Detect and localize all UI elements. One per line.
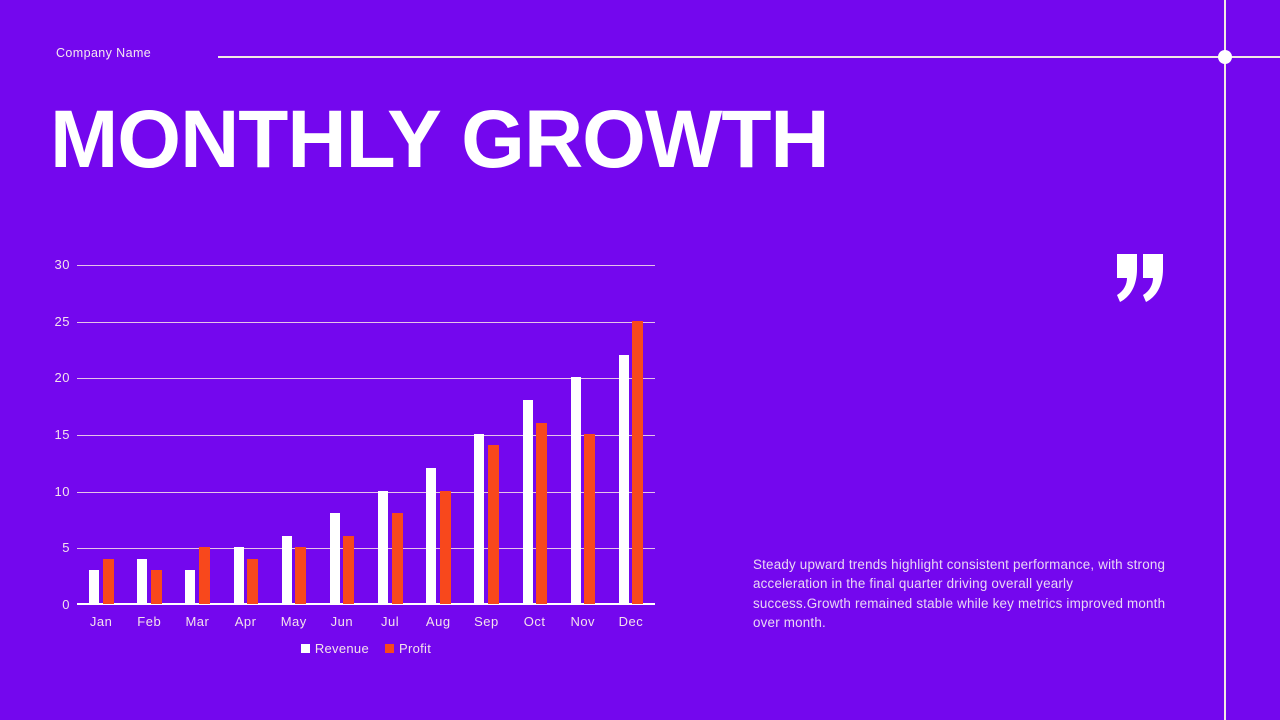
xtick-dec: Dec <box>618 614 644 629</box>
ytick-15: 15 <box>54 427 70 442</box>
xtick-mar: Mar <box>185 614 210 629</box>
gridline-25 <box>77 321 655 323</box>
chart-baseline <box>77 603 655 605</box>
gridline-20 <box>77 378 655 380</box>
page-title: MONTHLY GROWTH <box>50 94 830 185</box>
bar-revenue-aug <box>426 468 437 604</box>
bar-profit-feb <box>150 570 162 604</box>
legend-item-revenue: Revenue <box>300 641 369 656</box>
legend-item-profit: Profit <box>384 641 432 656</box>
bar-profit-jun <box>343 536 355 604</box>
bar-revenue-apr <box>233 547 244 604</box>
xtick-jun: Jun <box>330 614 354 629</box>
bar-revenue-mar <box>185 570 196 604</box>
bar-revenue-nov <box>570 377 581 604</box>
xtick-sep: Sep <box>474 614 499 629</box>
bar-revenue-jun <box>329 513 340 604</box>
horizontal-accent-line <box>218 56 1280 58</box>
xtick-feb: Feb <box>137 614 162 629</box>
gridline-15 <box>77 435 655 436</box>
bar-profit-may <box>295 547 307 604</box>
bar-revenue-oct <box>522 400 533 604</box>
bar-profit-aug <box>439 490 451 604</box>
ytick-5: 5 <box>62 540 70 556</box>
gridline-5 <box>77 548 655 550</box>
xtick-oct: Oct <box>523 614 546 629</box>
bar-revenue-jan <box>89 570 100 604</box>
bar-revenue-jul <box>378 490 389 604</box>
legend-swatch-profit <box>384 644 394 653</box>
bar-profit-sep <box>487 445 499 604</box>
ytick-20: 20 <box>54 370 70 386</box>
legend-label-profit: Profit <box>398 641 432 656</box>
legend-swatch-revenue <box>300 644 310 653</box>
xtick-aug: Aug <box>425 614 451 629</box>
ytick-30: 30 <box>54 257 70 272</box>
chart-y-axis: 30 25 20 15 10 5 0 <box>28 257 70 612</box>
bar-revenue-feb <box>137 558 148 604</box>
summary-paragraph: Steady upward trends highlight consisten… <box>753 557 1166 630</box>
xtick-apr: Apr <box>234 614 257 629</box>
xtick-jan: Jan <box>89 614 113 629</box>
xtick-nov: Nov <box>570 614 596 629</box>
company-name: Company Name <box>56 46 152 60</box>
vertical-accent-line <box>1224 0 1226 720</box>
bar-profit-nov <box>584 434 596 604</box>
line-intersection-dot <box>1218 50 1232 64</box>
bar-revenue-may <box>281 536 292 604</box>
xtick-may: May <box>280 614 307 629</box>
xtick-jul: Jul <box>381 614 400 629</box>
legend-label-revenue: Revenue <box>314 641 369 656</box>
chart-plot <box>77 265 655 605</box>
gridline-10 <box>77 491 655 493</box>
ytick-10: 10 <box>54 483 70 499</box>
bar-profit-jul <box>391 513 403 604</box>
bar-profit-apr <box>247 558 259 604</box>
quote-icon <box>1117 254 1165 302</box>
bar-profit-mar <box>198 547 210 604</box>
chart-x-axis: Jan Feb Mar Apr May Jun Jul Aug Sep Oct Nov Dec <box>77 614 655 634</box>
chart-legend: Revenue Profit <box>77 641 655 656</box>
bar-revenue-dec <box>618 354 629 604</box>
bar-revenue-sep <box>474 434 485 604</box>
bar-profit-oct <box>536 422 548 604</box>
bar-profit-jan <box>102 558 114 604</box>
gridline-30 <box>77 265 655 266</box>
bar-profit-dec <box>632 320 644 604</box>
ytick-25: 25 <box>54 313 70 329</box>
ytick-0: 0 <box>62 597 70 612</box>
